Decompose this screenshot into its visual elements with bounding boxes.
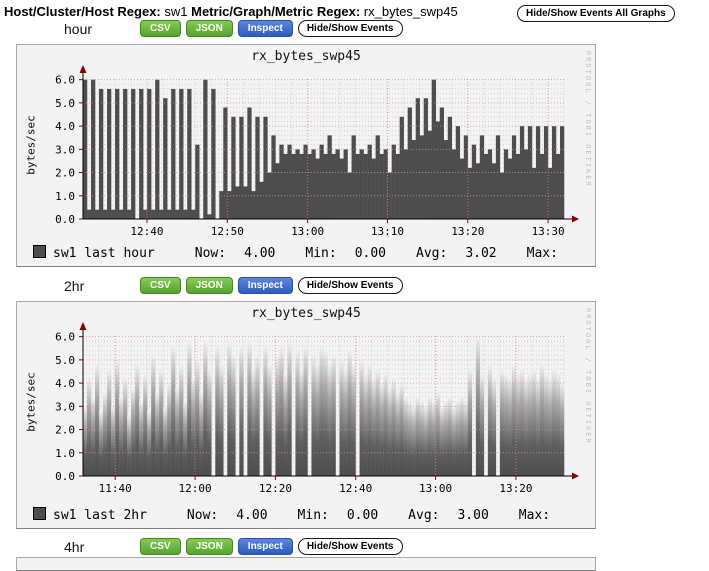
svg-text:4.0: 4.0 bbox=[55, 120, 75, 133]
min-value: 0.00 bbox=[346, 508, 379, 523]
legend-swatch bbox=[33, 245, 46, 258]
inspect-button[interactable]: Inspect bbox=[237, 538, 293, 555]
avg-value: 3.02 bbox=[465, 246, 497, 261]
svg-text:12:00: 12:00 bbox=[179, 482, 212, 495]
svg-text:6.0: 6.0 bbox=[55, 74, 75, 87]
svg-text:0.0: 0.0 bbox=[55, 213, 75, 226]
host-regex-value: sw1 bbox=[164, 4, 188, 19]
json-button[interactable]: JSON bbox=[185, 538, 233, 555]
period-label-hour: hour bbox=[64, 21, 93, 37]
metric-regex-label: Metric/Graph/Metric Regex: bbox=[191, 4, 361, 19]
max-label: Max: bbox=[526, 246, 558, 261]
legend-swatch bbox=[33, 507, 46, 520]
avg-label: Avg: bbox=[408, 508, 440, 523]
min-value: 0.00 bbox=[354, 246, 386, 261]
svg-text:3.0: 3.0 bbox=[55, 400, 75, 413]
graph-panel-2hr: rx_bytes_swp45 bytes/sec RRDTOOL / TOBI … bbox=[16, 301, 596, 529]
legend-series: sw1 last 2hr bbox=[53, 508, 147, 523]
page-header: Host/Cluster/Host Regex: sw1 Metric/Grap… bbox=[4, 4, 458, 19]
svg-text:4.0: 4.0 bbox=[55, 377, 75, 390]
svg-text:13:20: 13:20 bbox=[451, 225, 484, 238]
chart-legend-hour: sw1 last hour Now: 4.00 Min: 0.00 Avg: 3.02 Max… bbox=[33, 245, 558, 261]
avg-label: Avg: bbox=[416, 246, 448, 261]
json-button[interactable]: JSON bbox=[185, 20, 233, 37]
rrdtool-watermark: RRDTOOL / TOBI OETIKER bbox=[584, 308, 592, 445]
svg-text:12:50: 12:50 bbox=[211, 225, 244, 238]
graph-panel-4hr-partial bbox=[16, 557, 596, 571]
hide-show-events-button[interactable]: Hide/Show Events bbox=[297, 277, 403, 294]
svg-text:13:00: 13:00 bbox=[291, 225, 324, 238]
period-label-2hr: 2hr bbox=[64, 278, 85, 294]
section-row-4hr: 4hr CSV JSON Inspect Hide/Show Events bbox=[0, 538, 709, 556]
inspect-button[interactable]: Inspect bbox=[237, 277, 293, 294]
svg-text:1.0: 1.0 bbox=[55, 190, 75, 203]
svg-text:13:10: 13:10 bbox=[371, 225, 404, 238]
csv-button[interactable]: CSV bbox=[140, 538, 181, 555]
svg-text:1.0: 1.0 bbox=[55, 447, 75, 460]
hide-show-events-button[interactable]: Hide/Show Events bbox=[297, 20, 403, 37]
now-value: 4.00 bbox=[244, 246, 276, 261]
svg-text:13:30: 13:30 bbox=[532, 225, 565, 238]
svg-text:5.0: 5.0 bbox=[55, 354, 75, 367]
svg-text:2.0: 2.0 bbox=[55, 424, 75, 437]
chart-legend-2hr: sw1 last 2hr Now: 4.00 Min: 0.00 Avg: 3.00 Max: bbox=[33, 507, 550, 523]
metric-chart-hour: 0.0 1.0 2.0 3.0 4.0 5.0 6.0 12:40 12:50 13:00 13:1… bbox=[55, 65, 579, 238]
svg-text:5.0: 5.0 bbox=[55, 97, 75, 110]
rrdtool-watermark: RRDTOOL / TOBI OETIKER bbox=[584, 51, 592, 188]
host-regex-label: Host/Cluster/Host Regex: bbox=[4, 4, 161, 19]
inspect-button[interactable]: Inspect bbox=[237, 20, 293, 37]
chart-title: rx_bytes_swp45 bbox=[251, 49, 361, 64]
avg-value: 3.00 bbox=[457, 508, 489, 523]
toolbar-2hr: CSV JSON Inspect Hide/Show Events bbox=[140, 277, 403, 294]
section-row-hour: hour CSV JSON Inspect Hide/Show Events bbox=[0, 20, 709, 38]
hide-show-events-all-graphs-button[interactable]: Hide/Show Events All Graphs bbox=[517, 5, 675, 22]
section-row-2hr: 2hr CSV JSON Inspect Hide/Show Events bbox=[0, 277, 709, 295]
svg-text:13:00: 13:00 bbox=[419, 482, 452, 495]
hide-show-events-button[interactable]: Hide/Show Events bbox=[297, 538, 403, 555]
svg-text:12:40: 12:40 bbox=[339, 482, 372, 495]
now-label: Now: bbox=[186, 508, 219, 523]
now-value: 4.00 bbox=[236, 508, 268, 523]
csv-button[interactable]: CSV bbox=[140, 277, 181, 294]
chart-title: rx_bytes_swp45 bbox=[251, 306, 361, 321]
csv-button[interactable]: CSV bbox=[140, 20, 181, 37]
graph-panel-hour: rx_bytes_swp45 bytes/sec RRDTOOL / TOBI … bbox=[16, 44, 596, 267]
min-label: Min: bbox=[297, 508, 329, 523]
json-button[interactable]: JSON bbox=[185, 277, 233, 294]
period-label-4hr: 4hr bbox=[64, 539, 85, 555]
now-label: Now: bbox=[194, 246, 227, 261]
max-label: Max: bbox=[518, 508, 551, 523]
svg-text:11:40: 11:40 bbox=[99, 482, 132, 495]
min-label: Min: bbox=[305, 246, 337, 261]
svg-text:2.0: 2.0 bbox=[55, 167, 75, 180]
toolbar-4hr: CSV JSON Inspect Hide/Show Events bbox=[140, 538, 403, 555]
svg-text:13:20: 13:20 bbox=[499, 482, 532, 495]
svg-text:6.0: 6.0 bbox=[55, 331, 75, 344]
svg-text:12:20: 12:20 bbox=[259, 482, 292, 495]
svg-text:3.0: 3.0 bbox=[55, 143, 75, 156]
toolbar-hour: CSV JSON Inspect Hide/Show Events bbox=[140, 20, 403, 37]
legend-series: sw1 last hour bbox=[53, 246, 155, 261]
metric-regex-value: rx_bytes_swp45 bbox=[363, 4, 458, 19]
svg-text:0.0: 0.0 bbox=[55, 470, 75, 483]
svg-text:12:40: 12:40 bbox=[130, 225, 163, 238]
metric-chart-2hr: 0.0 1.0 2.0 3.0 4.0 5.0 6.0 11:40 12:00 12:20 12:4… bbox=[55, 322, 579, 495]
